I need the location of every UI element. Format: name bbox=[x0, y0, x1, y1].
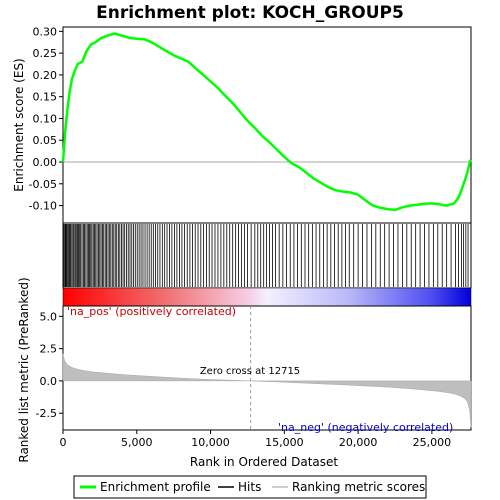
rank-y-tick-label: 2.5 bbox=[40, 343, 58, 356]
ranking-heatmap-strip bbox=[62, 287, 472, 307]
es-y-tick-label: 0.25 bbox=[33, 47, 58, 60]
enrichment-profile-line bbox=[61, 32, 472, 212]
legend-box bbox=[73, 475, 427, 499]
rank-y-tick-label: 5.0 bbox=[40, 310, 58, 323]
negative-correlation-label: 'na_neg' (negatively correlated) bbox=[278, 421, 453, 434]
es-y-tick-label: -0.05 bbox=[29, 178, 57, 191]
es-y-tick-label: 0.20 bbox=[33, 69, 58, 82]
enrichment-profile-series bbox=[61, 32, 472, 212]
ranked-y-ticks: -2.5 0.0 2.5 5.0 bbox=[36, 310, 63, 420]
ranking-metric-area bbox=[62, 353, 472, 428]
chart-title: Enrichment plot: KOCH_GROUP5 bbox=[96, 3, 404, 23]
x-tick-label: 25,000 bbox=[413, 436, 452, 449]
es-y-tick-label: 0.30 bbox=[33, 25, 58, 38]
legend-enrichment-label: Enrichment profile bbox=[100, 480, 211, 494]
es-y-tick-label: 0.00 bbox=[33, 156, 58, 169]
rank-y-tick-label: -2.5 bbox=[36, 407, 57, 420]
enrichment-panel-frame bbox=[62, 26, 472, 224]
es-y-tick-label: 0.15 bbox=[33, 91, 58, 104]
x-tick-label: 15,000 bbox=[265, 436, 304, 449]
positive-correlation-label: 'na_pos' (positively correlated) bbox=[67, 305, 236, 318]
x-tick-label: 10,000 bbox=[191, 436, 230, 449]
legend-hits-label: Hits bbox=[238, 480, 261, 494]
legend-ranking-label: Ranking metric scores bbox=[292, 480, 425, 494]
x-axis-ticks: 0 5,000 10,000 15,000 20,000 25,000 bbox=[60, 430, 452, 449]
es-y-tick-label: -0.10 bbox=[29, 200, 57, 213]
zero-cross-label: Zero cross at 12715 bbox=[200, 366, 300, 377]
x-tick-label: 0 bbox=[60, 436, 67, 449]
hits-marks bbox=[63, 224, 469, 287]
es-y-tick-label: 0.05 bbox=[33, 134, 58, 147]
es-y-tick-label: 0.10 bbox=[33, 112, 58, 125]
ranked-y-axis-label: Ranked list metric (PreRanked) bbox=[17, 277, 31, 462]
enrichment-y-ticks: -0.10 -0.05 0.00 0.05 0.10 0.15 0.20 0.25 0.30 bbox=[29, 25, 63, 213]
rank-y-tick-label: 0.0 bbox=[40, 375, 58, 388]
x-axis-label: Rank in Ordered Dataset bbox=[190, 455, 338, 469]
x-tick-label: 5,000 bbox=[121, 436, 153, 449]
enrichment-y-axis-label: Enrichment score (ES) bbox=[12, 58, 26, 191]
x-tick-label: 20,000 bbox=[339, 436, 378, 449]
ranking-metric-fill bbox=[62, 353, 472, 428]
